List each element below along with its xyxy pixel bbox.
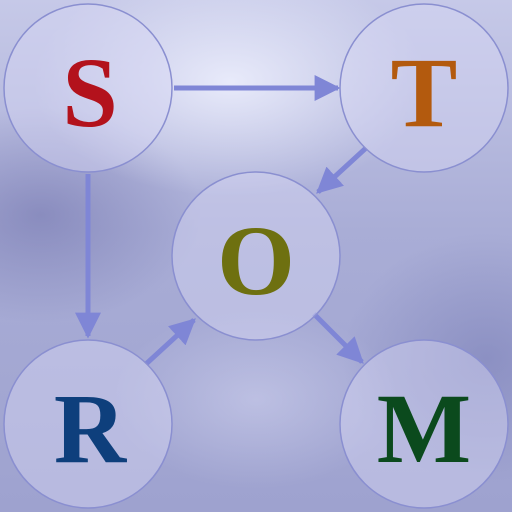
- edge-r-to-o: [144, 318, 196, 366]
- node-m-letter: M: [377, 373, 471, 484]
- node-o-circle: [171, 171, 341, 341]
- node-s-letter: S: [62, 37, 118, 148]
- node-t: T: [339, 3, 509, 173]
- edge-o-to-m: [312, 312, 364, 364]
- node-r-circle: [3, 339, 173, 509]
- node-t-letter: T: [391, 37, 458, 148]
- node-r-letter: R: [54, 373, 128, 484]
- node-o-letter: O: [217, 205, 295, 316]
- node-o: O: [171, 171, 341, 341]
- node-m-circle: [339, 339, 509, 509]
- node-m: M: [339, 339, 509, 509]
- node-r: R: [3, 339, 173, 509]
- edge-t-to-o: [316, 146, 368, 194]
- node-s: S: [3, 3, 173, 173]
- node-s-circle: [3, 3, 173, 173]
- node-t-circle: [339, 3, 509, 173]
